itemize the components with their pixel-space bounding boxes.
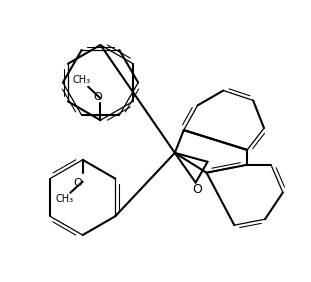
Text: O: O [74,178,82,188]
Text: CH₃: CH₃ [55,194,73,204]
Text: O: O [93,92,102,102]
Text: O: O [192,183,202,196]
Text: CH₃: CH₃ [73,75,91,85]
